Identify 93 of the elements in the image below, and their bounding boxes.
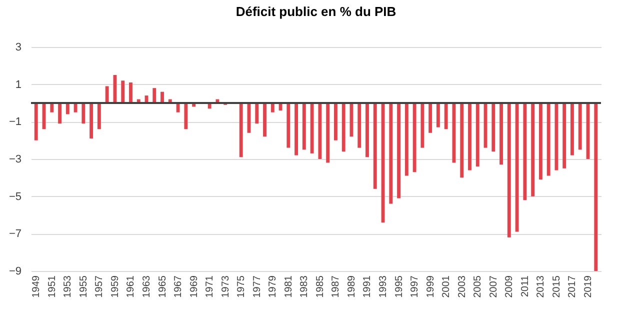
x-tick-label: 1949: [31, 275, 42, 298]
x-tick-label: 1957: [94, 275, 106, 298]
bar: [263, 103, 266, 137]
bar: [302, 103, 306, 150]
bar: [286, 103, 290, 148]
bar: [184, 103, 188, 130]
bar: [105, 86, 109, 103]
bar: [389, 103, 393, 204]
y-tick-label: 3: [15, 42, 22, 54]
bar: [318, 103, 322, 159]
x-tick-label: 1999: [425, 275, 436, 298]
x-tick-label: 1963: [142, 275, 152, 298]
x-tick-label: 2011: [520, 275, 531, 298]
bar: [531, 103, 535, 196]
x-tick-label: 1953: [62, 275, 74, 298]
bar: [334, 103, 338, 140]
y-tick-label: −7: [8, 228, 22, 240]
bar: [326, 103, 330, 163]
y-tick-label: 1: [15, 78, 22, 91]
bar: [420, 103, 424, 148]
bar: [578, 103, 582, 150]
x-tick-label: 1981: [283, 275, 294, 298]
x-tick-label: 1985: [314, 275, 326, 298]
bar: [546, 103, 550, 176]
x-tick-label: 1975: [236, 275, 248, 298]
bar: [444, 103, 448, 130]
bar: [554, 103, 558, 170]
x-tick-label: 1969: [188, 275, 200, 298]
bar: [570, 103, 574, 156]
x-tick-label: 2003: [456, 275, 468, 298]
x-tick-label: 1979: [268, 275, 279, 298]
bar: [121, 80, 125, 103]
bar: [594, 103, 598, 271]
bar: [436, 103, 440, 128]
x-tick-label: 2001: [441, 275, 452, 298]
x-tick-label: 2019: [582, 275, 594, 298]
x-tick-label: 1955: [78, 275, 90, 298]
bar: [492, 103, 496, 152]
x-tick-label: 2015: [551, 275, 562, 298]
bar: [500, 103, 503, 165]
x-tick-label: 1951: [46, 275, 58, 298]
bar: [310, 103, 314, 154]
bar: [294, 103, 298, 156]
bar: [476, 103, 480, 166]
bar: [562, 103, 566, 168]
x-tick-label: 2009: [504, 275, 516, 298]
chart-title: Déficit public en % du PIB: [236, 4, 396, 19]
x-tick-label: 1961: [126, 275, 137, 298]
bar: [412, 103, 416, 172]
x-tick-label: 1989: [346, 275, 358, 298]
x-tick-label: 2017: [567, 275, 578, 298]
bar: [90, 103, 94, 138]
x-tick-label: 2007: [488, 275, 500, 298]
y-tick-label: −5: [8, 190, 22, 203]
x-tick-label: 1977: [252, 275, 263, 298]
bar: [507, 103, 511, 238]
x-tick-label: 1965: [157, 275, 168, 298]
x-tick-label: 1991: [362, 275, 374, 298]
bar: [152, 88, 156, 103]
bar: [397, 103, 400, 198]
y-tick-label: −1: [8, 116, 22, 128]
bar: [358, 103, 362, 148]
bar: [82, 103, 86, 124]
bar: [404, 103, 408, 176]
bar: [538, 103, 542, 180]
bar: [523, 103, 527, 200]
bar: [58, 103, 62, 124]
x-tick-label: 1967: [173, 275, 184, 298]
x-tick-label: 1997: [410, 275, 421, 298]
bar: [373, 103, 377, 189]
x-tick-label: 2005: [472, 275, 484, 298]
bar: [239, 103, 243, 158]
bar: [255, 103, 259, 124]
x-tick-label: 1971: [204, 275, 216, 298]
x-tick-label: 1995: [394, 275, 405, 298]
bar: [66, 103, 70, 114]
bar: [34, 103, 38, 140]
x-tick-label: 1993: [378, 275, 390, 298]
x-tick-label: 2013: [536, 275, 547, 298]
x-tick-label: 1987: [330, 275, 342, 298]
bar: [160, 92, 164, 103]
y-tick-label: −9: [8, 266, 22, 278]
x-tick-label: 1959: [110, 275, 121, 298]
bar: [97, 103, 101, 130]
x-tick-label: 1983: [299, 275, 310, 298]
bar: [428, 103, 432, 133]
bar: [468, 103, 472, 170]
bar: [366, 103, 369, 158]
y-tick-label: −3: [8, 154, 22, 166]
bar: [460, 103, 464, 178]
bar: [129, 82, 132, 103]
bar: [342, 103, 346, 152]
x-tick-label: 1973: [220, 275, 232, 298]
